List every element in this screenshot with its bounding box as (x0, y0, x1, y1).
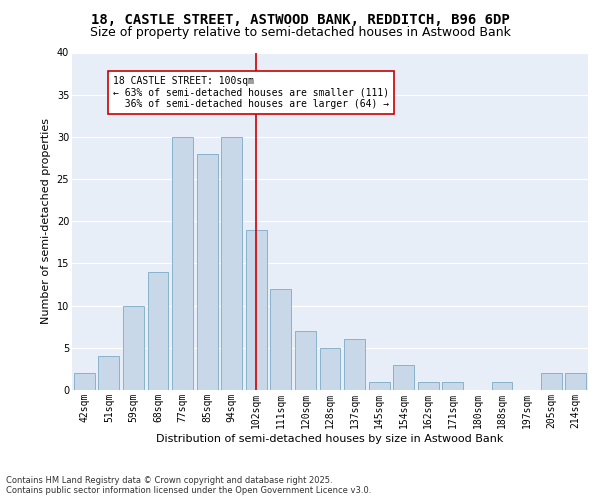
Bar (98, 356, 119, 390)
Bar (442, 382, 463, 390)
X-axis label: Distribution of semi-detached houses by size in Astwood Bank: Distribution of semi-detached houses by … (157, 434, 503, 444)
Y-axis label: Number of semi-detached properties: Number of semi-detached properties (41, 118, 51, 324)
Text: 18, CASTLE STREET, ASTWOOD BANK, REDDITCH, B96 6DP: 18, CASTLE STREET, ASTWOOD BANK, REDDITC… (91, 12, 509, 26)
Text: 18 CASTLE STREET: 100sqm
← 63% of semi-detached houses are smaller (111)
  36% o: 18 CASTLE STREET: 100sqm ← 63% of semi-d… (113, 76, 389, 110)
Bar (123, 306, 144, 390)
Bar (344, 340, 365, 390)
Text: Size of property relative to semi-detached houses in Astwood Bank: Size of property relative to semi-detach… (89, 26, 511, 39)
Bar (418, 382, 439, 390)
Bar (74, 373, 95, 390)
Bar (246, 230, 267, 390)
Bar (491, 382, 512, 390)
Bar (393, 364, 414, 390)
Bar (565, 373, 586, 390)
Bar (541, 373, 562, 390)
Bar (295, 331, 316, 390)
Bar (148, 272, 169, 390)
Bar (271, 289, 292, 390)
Bar (221, 137, 242, 390)
Bar (197, 154, 218, 390)
Text: Contains HM Land Registry data © Crown copyright and database right 2025.
Contai: Contains HM Land Registry data © Crown c… (6, 476, 371, 495)
Bar (320, 348, 340, 390)
Bar (368, 382, 389, 390)
Bar (172, 137, 193, 390)
